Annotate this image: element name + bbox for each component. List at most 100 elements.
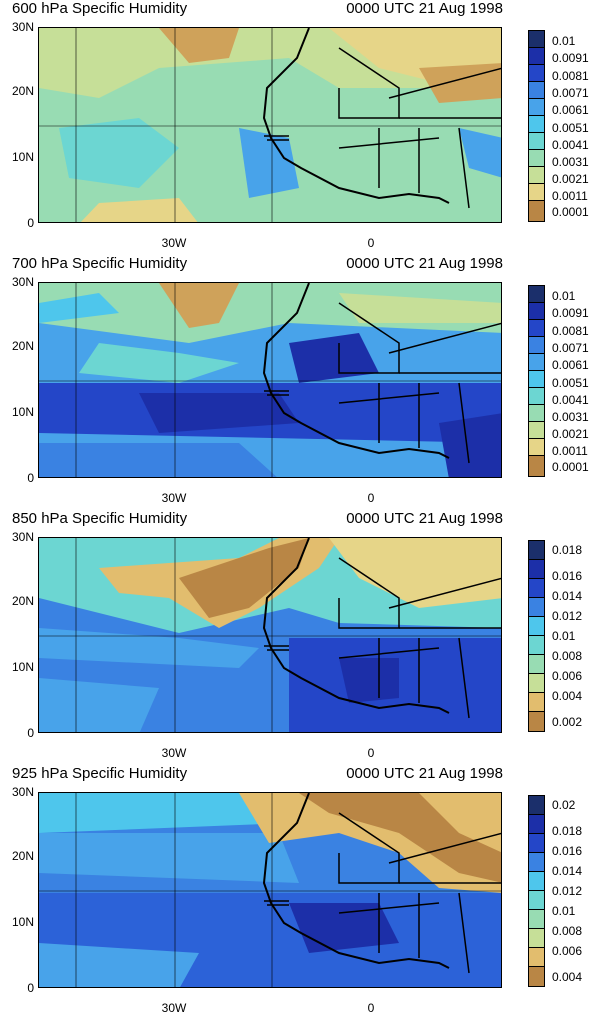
humidity-map-850: [38, 537, 502, 733]
colorbar-label: 0.0081: [552, 324, 589, 338]
colorbar-box: [529, 133, 544, 150]
x-tick-30w: 30W: [161, 491, 187, 505]
colorbar-label: 0.016: [552, 844, 583, 858]
colorbar-box: [529, 31, 544, 48]
colorbar-box: [529, 541, 544, 560]
x-tick-0: 0: [367, 1001, 375, 1015]
colorbar-label: 0.014: [552, 589, 583, 603]
colorbar-box: [529, 286, 544, 303]
colorbar-box: [529, 693, 544, 712]
colorbar: [528, 30, 545, 222]
humidity-map-700: [38, 282, 502, 478]
graticule: [39, 28, 501, 222]
colorbar-label: 0.0091: [552, 51, 589, 65]
colorbar-label: 0.0031: [552, 410, 589, 424]
colorbar-label: 0.014: [552, 864, 583, 878]
y-tick-30n: 30N: [11, 530, 34, 544]
panel-925hpa: 925 hPa Specific Humidity 0000 UTC 21 Au…: [0, 765, 600, 1020]
colorbar-box: [529, 99, 544, 116]
colorbar-label: 0.006: [552, 669, 583, 683]
colorbar-label: 0.0041: [552, 393, 589, 407]
colorbar-box: [529, 579, 544, 598]
colorbar-label: 0.0041: [552, 138, 589, 152]
colorbar-box: [529, 371, 544, 388]
colorbar-label: 0.02: [552, 798, 576, 812]
graticule: [39, 283, 501, 477]
colorbar-box: [529, 456, 544, 476]
y-tick-10n: 10N: [11, 915, 34, 929]
y-tick-0: 0: [27, 471, 34, 485]
colorbar-label: 0.0081: [552, 69, 589, 83]
y-tick-0: 0: [27, 216, 34, 230]
humidity-map-925: [38, 792, 502, 988]
y-tick-20n: 20N: [11, 594, 34, 608]
colorbar-label: 0.012: [552, 884, 583, 898]
colorbar-label: 0.0051: [552, 376, 589, 390]
colorbar-label: 0.0021: [552, 427, 589, 441]
colorbar-box: [529, 422, 544, 439]
colorbar-box: [529, 354, 544, 371]
colorbar: [528, 285, 545, 477]
colorbar-box: [529, 712, 544, 731]
colorbar-box: [529, 337, 544, 354]
colorbar-box: [529, 834, 544, 853]
colorbar-box: [529, 303, 544, 320]
colorbar-box: [529, 872, 544, 891]
colorbar-box: [529, 853, 544, 872]
colorbar-box: [529, 388, 544, 405]
colorbar-box: [529, 815, 544, 834]
y-tick-20n: 20N: [11, 339, 34, 353]
colorbar-box: [529, 948, 544, 967]
colorbar-label: 0.008: [552, 924, 583, 938]
graticule: [39, 538, 501, 732]
y-tick-0: 0: [27, 726, 34, 740]
colorbar-box: [529, 201, 544, 221]
colorbar-label: 0.0031: [552, 155, 589, 169]
colorbar-box: [529, 167, 544, 184]
y-tick-30n: 30N: [11, 20, 34, 34]
colorbar-box: [529, 48, 544, 65]
y-tick-10n: 10N: [11, 150, 34, 164]
colorbar-box: [529, 796, 544, 815]
colorbar-label: 0.0071: [552, 86, 589, 100]
colorbar-box: [529, 150, 544, 167]
colorbar-label: 0.0091: [552, 306, 589, 320]
x-tick-0: 0: [367, 491, 375, 505]
humidity-map-600: [38, 27, 502, 223]
colorbar-box: [529, 636, 544, 655]
colorbar-box: [529, 320, 544, 337]
y-tick-20n: 20N: [11, 84, 34, 98]
colorbar-label: 0.0021: [552, 172, 589, 186]
colorbar-box: [529, 439, 544, 456]
colorbar-label: 0.018: [552, 543, 583, 557]
colorbar-label: 0.01: [552, 289, 576, 303]
x-tick-0: 0: [367, 746, 375, 760]
x-tick-0: 0: [367, 236, 375, 250]
panel-title: 925 hPa Specific Humidity: [12, 765, 188, 782]
colorbar-label: 0.016: [552, 569, 583, 583]
colorbar-box: [529, 184, 544, 201]
colorbar-label: 0.0071: [552, 341, 589, 355]
colorbar-box: [529, 655, 544, 674]
colorbar-box: [529, 967, 544, 986]
colorbar-label: 0.004: [552, 689, 583, 703]
colorbar-label: 0.006: [552, 944, 583, 958]
y-tick-0: 0: [27, 981, 34, 995]
panel-date: 0000 UTC 21 Aug 1998: [346, 255, 503, 272]
map-field: [39, 538, 501, 732]
colorbar-box: [529, 405, 544, 422]
map-field: [39, 283, 501, 477]
colorbar-box: [529, 910, 544, 929]
panel-date: 0000 UTC 21 Aug 1998: [346, 510, 503, 527]
colorbar: [528, 540, 545, 732]
y-tick-20n: 20N: [11, 849, 34, 863]
colorbar-label: 0.0001: [552, 460, 589, 474]
colorbar-box: [529, 116, 544, 133]
colorbar-label: 0.008: [552, 649, 583, 663]
y-tick-10n: 10N: [11, 405, 34, 419]
colorbar-label: 0.012: [552, 609, 583, 623]
colorbar-label: 0.018: [552, 824, 583, 838]
colorbar-label: 0.002: [552, 715, 583, 729]
x-tick-30w: 30W: [161, 1001, 187, 1015]
graticule: [39, 793, 501, 987]
